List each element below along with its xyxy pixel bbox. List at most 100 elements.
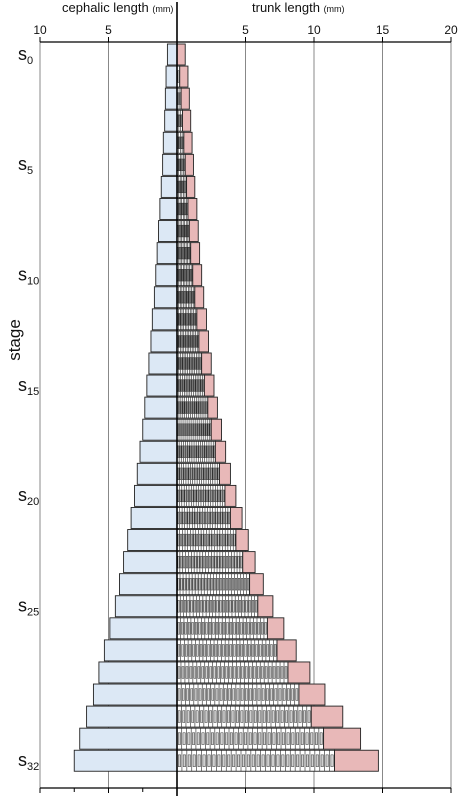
somite-mark (239, 732, 243, 745)
somite-mark (286, 754, 290, 767)
somite-mark (182, 335, 184, 348)
somite-mark (186, 401, 189, 414)
somite-mark (189, 357, 191, 370)
somite-mark (198, 401, 200, 414)
somite-mark (187, 357, 190, 370)
unsegmented-trunk-bar (210, 418, 222, 441)
somite-mark (180, 291, 182, 304)
somite-mark (179, 114, 181, 127)
somite-mark (187, 754, 191, 767)
somite-mark (182, 511, 185, 525)
somite-mark (202, 445, 205, 458)
somite-mark (191, 489, 194, 503)
stage-label-10: s10 (18, 264, 39, 287)
somite-mark (211, 644, 214, 657)
somite-mark (213, 578, 216, 591)
somite-mark (225, 578, 228, 591)
somite-mark (320, 754, 324, 767)
somite-mark (197, 379, 199, 392)
somite-mark (198, 489, 201, 503)
stage-label-15: s15 (18, 375, 39, 398)
somite-mark (182, 533, 185, 547)
somite-mark (180, 180, 182, 194)
somite-mark (197, 555, 200, 569)
somite-mark (197, 423, 199, 436)
somite-mark (187, 224, 190, 238)
somite-mark (180, 136, 182, 149)
somite-mark (184, 467, 186, 480)
cephalic-bar (162, 131, 178, 154)
somite-mark (208, 489, 211, 503)
somite-mark (195, 578, 198, 591)
somite-mark (310, 754, 314, 767)
somite-mark (226, 555, 228, 569)
somite-mark (216, 578, 219, 591)
somite-mark (229, 600, 232, 613)
somite-mark (248, 732, 252, 745)
somite-mark (206, 533, 209, 547)
somite-mark (188, 644, 192, 657)
somite-mark (211, 555, 214, 569)
somite-mark (230, 533, 233, 547)
somite-mark (203, 423, 205, 436)
left-axis-unit: (mm) (152, 4, 174, 14)
unsegmented-trunk-bar (249, 573, 264, 596)
tick-label-right-10: 10 (307, 23, 321, 37)
somite-mark (219, 688, 223, 701)
somite-mark (196, 445, 199, 458)
somite-mark (220, 511, 223, 525)
somite-mark (202, 754, 206, 767)
somite-mark (197, 754, 201, 767)
somite-mark (177, 600, 180, 613)
cephalic-bar (166, 43, 178, 66)
somite-mark (189, 666, 193, 679)
somite-mark (251, 600, 255, 613)
somite-mark (315, 754, 319, 767)
somite-mark (178, 269, 181, 282)
somite-mark (262, 710, 266, 723)
right-axis-unit: (mm) (323, 4, 345, 14)
somite-mark (196, 533, 199, 547)
somite-mark (185, 357, 188, 370)
somite-mark (246, 754, 250, 767)
somite-mark (237, 754, 241, 767)
somite-mark (204, 467, 206, 480)
somite-mark (183, 202, 185, 216)
cephalic-bar (109, 617, 178, 640)
somite-mark (240, 622, 243, 635)
somite-mark (193, 423, 195, 436)
somite-mark (178, 158, 181, 171)
somite-mark (248, 600, 251, 613)
somite-mark (183, 291, 185, 304)
unsegmented-trunk-bar (198, 330, 209, 353)
unsegmented-trunk-bar (183, 131, 193, 154)
somite-mark (300, 732, 304, 745)
unsegmented-trunk-bar (186, 175, 196, 198)
somite-mark (213, 710, 217, 723)
somite-mark (305, 754, 309, 767)
somite-mark (202, 401, 204, 414)
somite-mark (206, 600, 209, 613)
cephalic-bar (92, 683, 178, 706)
somite-mark (220, 489, 223, 503)
somite-mark (225, 666, 228, 679)
somite-mark (241, 578, 244, 591)
unsegmented-trunk-bar (257, 595, 274, 618)
somite-mark (193, 357, 195, 370)
somite-mark (207, 511, 210, 525)
unsegmented-trunk-bar (334, 749, 379, 772)
somite-mark (225, 732, 229, 745)
somite-mark (237, 666, 240, 679)
somite-mark (234, 732, 238, 745)
somite-mark (212, 754, 216, 767)
somite-mark (196, 489, 199, 503)
somite-mark (213, 445, 216, 458)
somite-mark (180, 114, 183, 127)
somite-mark (184, 600, 187, 613)
somite-mark (291, 754, 295, 767)
somite-mark (236, 688, 240, 701)
unsegmented-trunk-bar (298, 683, 326, 706)
somite-mark (243, 622, 246, 635)
unsegmented-trunk-bar (203, 374, 215, 397)
somite-mark (200, 555, 203, 569)
